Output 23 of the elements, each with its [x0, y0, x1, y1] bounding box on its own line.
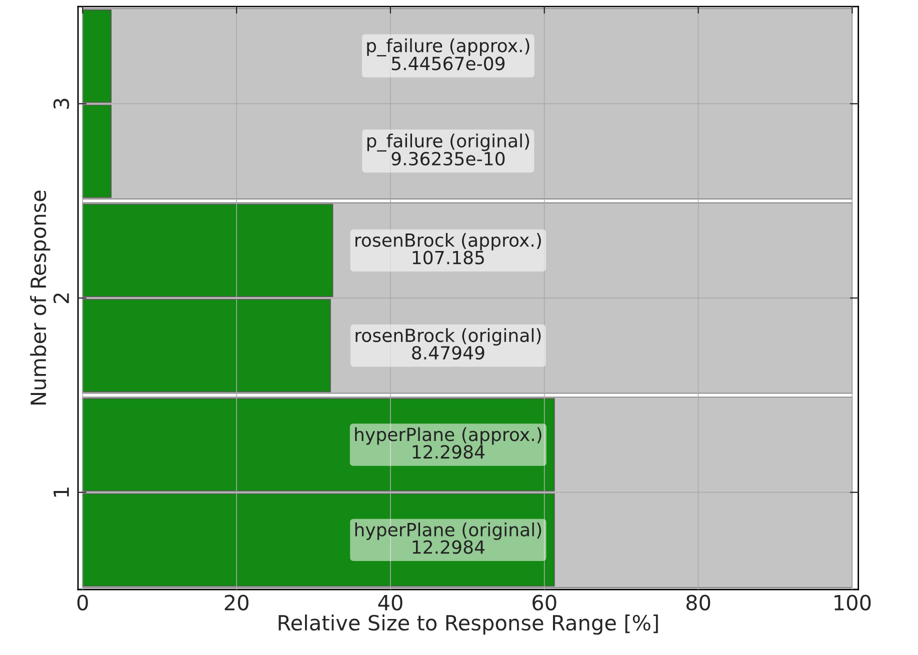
- annotation: rosenBrock (original) 8.47949: [356, 328, 541, 360]
- annotation: p_failure (original) 9.36235e-10: [367, 134, 530, 166]
- annotation: hyperPlane (original) 12.2984: [355, 522, 542, 554]
- x-tick-label: 0: [77, 594, 88, 610]
- x-tick-label: 40: [378, 594, 402, 610]
- bar: [82, 299, 331, 392]
- y-tick-label: 2: [53, 293, 69, 304]
- bar: [82, 104, 112, 198]
- x-tick-label: 20: [224, 594, 248, 610]
- annotation: p_failure (approx.) 5.44567e-09: [367, 38, 530, 70]
- bar: [82, 398, 555, 492]
- bar: [82, 10, 112, 103]
- y-tick-label: 3: [53, 98, 70, 109]
- y-axis-title: Number of Response: [30, 190, 50, 405]
- y-tick-label: 1: [54, 488, 69, 497]
- x-tick-label: 60: [532, 594, 556, 610]
- bar: [82, 493, 555, 587]
- x-axis-title: Relative Size to Response Range [%]: [278, 614, 658, 635]
- annotation: rosenBrock (approx.) 107.185: [356, 232, 541, 264]
- x-tick-label: 80: [686, 594, 710, 610]
- annotation: hyperPlane (approx.) 12.2984: [355, 427, 542, 459]
- bar: [82, 204, 334, 298]
- x-tick-label: 100: [834, 594, 871, 610]
